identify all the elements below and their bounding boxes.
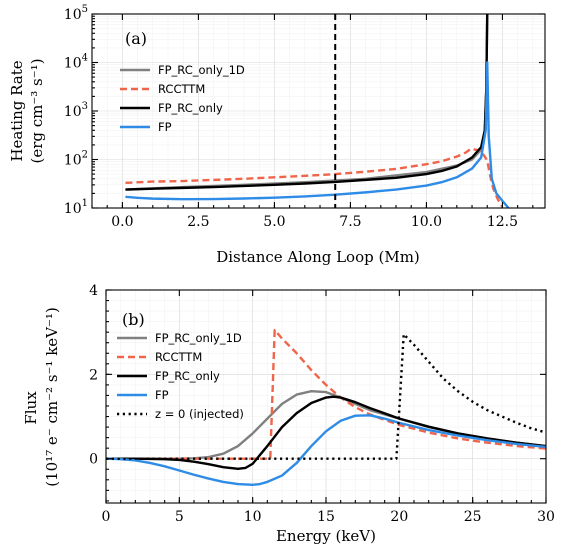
panel-a-legend-label: RCCTTM xyxy=(158,82,205,96)
panel-a-ticks: 0.0 2.5 5.0 7.5 10.0 12.5 101 102 103 104 105 xyxy=(64,4,545,230)
panel-b-series-line xyxy=(106,395,546,471)
panel-a-series-line xyxy=(125,147,504,208)
panel-b-x-tick-label: 25 xyxy=(464,509,482,525)
panel-a-x-tick-label: 10.0 xyxy=(411,214,442,230)
panel-a-x-tick-label: 7.5 xyxy=(339,214,361,230)
panel-a-series xyxy=(125,14,510,208)
panel-b-legend-label: RCCTTM xyxy=(155,350,202,364)
panel-b-legend-label: FP_RC_only xyxy=(155,369,220,383)
panel-b-legend-label: FP xyxy=(155,388,169,402)
panel-b-x-tick-label: 15 xyxy=(317,509,335,525)
panel-b-label: (b) xyxy=(122,310,145,329)
panel-b-y-tick-label: 0 xyxy=(89,452,98,468)
panel-b-ylabel-line2: (10¹⁷ e⁻ cm⁻² s⁻¹ keV⁻¹) xyxy=(43,307,61,487)
panel-b-series-line xyxy=(106,333,546,460)
panel-b-ticks: 0 5 10 15 20 25 30 0 2 4 xyxy=(89,283,555,525)
panel-b-x-tick-label: 20 xyxy=(390,509,408,525)
panel-a-y-tick-label: 101 xyxy=(64,198,88,217)
panel-b-y-tick-label: 4 xyxy=(89,283,98,299)
panel-a-series-line xyxy=(125,61,510,208)
panel-b-xlabel: Energy (keV) xyxy=(276,527,376,545)
panel-a-y-tick-label: 104 xyxy=(64,53,88,72)
panel-a-x-tick-label: 5.0 xyxy=(263,214,285,230)
panel-b-legend: FP_RC_only_1D RCCTTM FP_RC_only FP z = 0 (in… xyxy=(117,331,244,421)
panel-a-series-line xyxy=(125,14,489,191)
panel-a-y-tick-label: 102 xyxy=(64,150,88,169)
panel-a-legend-label: FP_RC_only xyxy=(158,101,223,115)
panel-b-x-tick-label: 30 xyxy=(537,509,555,525)
panel-a-grid xyxy=(91,13,545,209)
panel-b-x-tick-label: 10 xyxy=(244,509,262,525)
panel-a-y-tick-label: 103 xyxy=(64,101,88,120)
panel-a-y-tick-label: 105 xyxy=(64,4,88,23)
panel-b-series-line xyxy=(106,414,546,487)
panel-a-ylabel-line1: Heating Rate xyxy=(8,60,26,161)
panel-a-legend: FP_RC_only_1D RCCTTM FP_RC_only FP xyxy=(120,63,245,134)
panel-b-legend-label: z = 0 (injected) xyxy=(155,407,244,421)
panel-a-ylabel-line2: (erg cm⁻³ s⁻¹) xyxy=(28,58,46,163)
panel-b-ylabel-line1: Flux xyxy=(22,391,40,425)
panel-b-legend-label: FP_RC_only_1D xyxy=(155,331,242,345)
panel-b-series xyxy=(106,328,546,487)
panel-a-legend-label: FP_RC_only_1D xyxy=(158,63,245,77)
panel-b-y-tick-label: 2 xyxy=(89,367,98,383)
panel-a-x-tick-label: 2.5 xyxy=(187,214,209,230)
panel-a-label: (a) xyxy=(125,29,147,48)
panel-a-legend-label: FP xyxy=(158,120,172,134)
panel-a-x-tick-label: 0.0 xyxy=(111,214,133,230)
panel-b-x-tick-label: 5 xyxy=(175,509,184,525)
panel-a-xlabel: Distance Along Loop (Mm) xyxy=(216,248,420,266)
panel-b-x-tick-label: 0 xyxy=(102,509,111,525)
panel-a-x-tick-label: 12.5 xyxy=(487,214,518,230)
